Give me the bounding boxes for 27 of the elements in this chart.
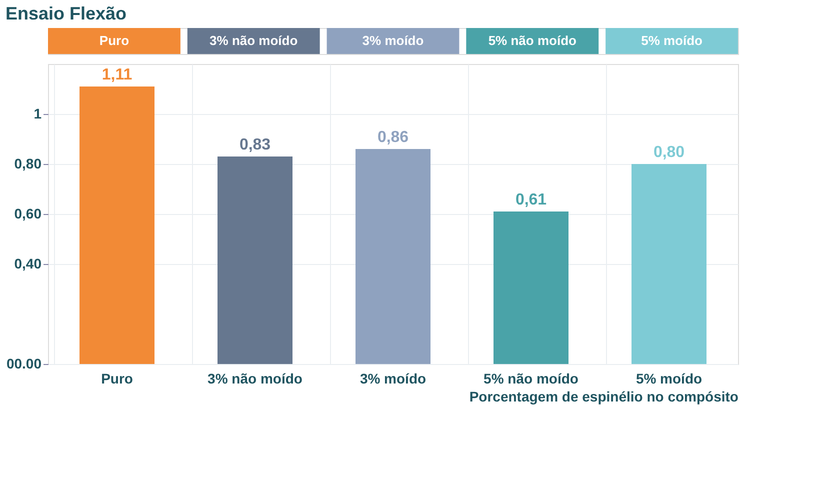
y-tick-label: 00.00	[6, 356, 42, 372]
bar	[218, 156, 292, 364]
y-tick-label: 0,40	[14, 256, 42, 272]
data-label: 0,80	[653, 144, 685, 161]
x-axis-title: Porcentagem de espinélio no compósito	[469, 388, 738, 404]
y-tick-label: 1	[34, 106, 42, 122]
x-tick-label: 5% moído	[636, 370, 702, 386]
bar	[356, 149, 430, 364]
x-tick-label: 3% não moído	[208, 370, 302, 386]
x-tick-label: 3% moído	[360, 370, 426, 386]
bar	[494, 212, 568, 364]
y-tick-label: 0,80	[14, 156, 42, 172]
bar	[632, 164, 706, 364]
category-label: 3% não moído	[210, 33, 298, 48]
data-label: 0,86	[377, 129, 409, 146]
data-label: 0,83	[239, 136, 271, 154]
bar	[80, 86, 154, 364]
x-tick-label: Puro	[101, 370, 133, 386]
y-tick-label: 0,60	[14, 206, 42, 222]
x-tick-label: 5% não moído	[484, 370, 578, 386]
chart-title: Ensaio Flexão	[5, 4, 127, 24]
category-label: 3% moído	[362, 33, 424, 48]
data-label: 1,11	[102, 66, 132, 84]
category-label: 5% não moído	[488, 33, 576, 48]
category-label: 5% moído	[641, 33, 702, 48]
data-label: 0,61	[515, 192, 547, 208]
category-label: Puro	[99, 33, 130, 48]
